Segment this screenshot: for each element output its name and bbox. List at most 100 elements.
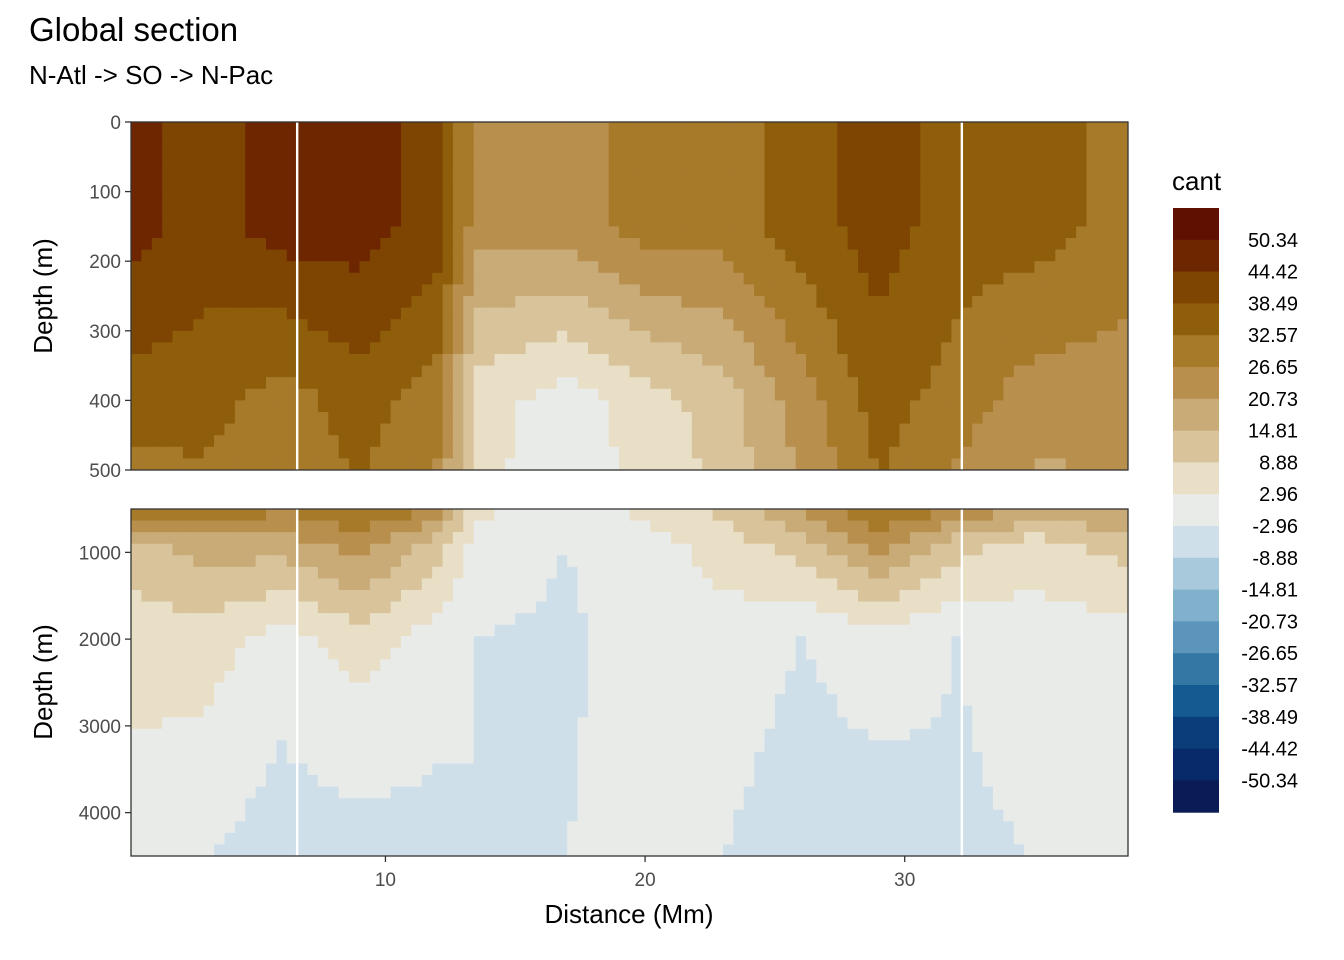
lower-cell: [723, 821, 734, 834]
lower-cell: [588, 659, 599, 672]
upper-cell: [930, 284, 942, 297]
upper-cell: [141, 435, 153, 448]
upper-cell: [816, 458, 828, 470]
lower-cell: [266, 543, 277, 556]
upper-cell: [463, 435, 475, 448]
upper-cell: [193, 261, 205, 274]
upper-cell: [193, 435, 205, 448]
lower-cell: [473, 775, 485, 788]
upper-cell: [307, 168, 319, 181]
upper-cell: [941, 435, 953, 448]
upper-cell: [1013, 156, 1025, 169]
upper-cell: [868, 284, 880, 297]
upper-cell: [1024, 214, 1036, 227]
upper-cell: [951, 238, 963, 251]
lower-cell: [660, 705, 672, 718]
upper-cell: [203, 423, 215, 436]
lower-cell: [484, 798, 496, 811]
lower-cell: [764, 624, 776, 637]
lower-cell: [660, 636, 672, 649]
lower-cell: [629, 590, 641, 603]
upper-cell: [401, 191, 412, 204]
lower-cell: [826, 566, 838, 579]
lower-cell: [608, 520, 620, 533]
upper-cell: [889, 284, 901, 297]
upper-cell: [1117, 133, 1128, 146]
lower-cell: [754, 705, 766, 718]
upper-cell: [889, 203, 901, 216]
lower-cell: [639, 670, 651, 684]
upper-cell: [1086, 122, 1098, 135]
lower-cell: [598, 694, 610, 707]
lower-cell: [847, 509, 859, 522]
lower-cell: [463, 659, 475, 672]
upper-cell: [432, 168, 444, 181]
lower-cell: [411, 775, 423, 788]
upper-cell: [961, 191, 973, 204]
upper-cell: [1034, 133, 1046, 146]
upper-cell: [141, 145, 153, 158]
upper-cell: [473, 354, 485, 367]
upper-cell: [193, 226, 205, 239]
lower-cell: [369, 705, 381, 718]
lower-cell: [774, 740, 786, 753]
upper-cell: [764, 238, 776, 251]
upper-cell: [982, 122, 994, 135]
upper-cell: [972, 168, 984, 181]
upper-cell: [681, 319, 693, 332]
upper-cell: [328, 180, 340, 193]
lower-cell: [266, 751, 277, 765]
upper-cell: [1065, 319, 1077, 332]
lower-cell: [266, 624, 277, 637]
lower-cell: [619, 705, 631, 718]
lower-cell: [639, 659, 651, 672]
upper-cell: [754, 226, 766, 239]
lower-cell: [182, 555, 194, 568]
lower-cell: [338, 682, 350, 695]
upper-cell: [390, 180, 402, 193]
upper-cell: [712, 365, 724, 378]
upper-cell: [1034, 400, 1046, 413]
lower-cell: [671, 532, 682, 545]
lower-cell: [754, 636, 766, 649]
upper-cell: [993, 446, 1004, 459]
upper-cell: [297, 284, 309, 297]
lower-cell: [723, 832, 734, 846]
upper-cell: [214, 446, 226, 459]
upper-cell: [951, 354, 963, 367]
upper-cell: [909, 238, 921, 251]
upper-cell: [588, 435, 599, 448]
upper-cell: [203, 133, 215, 146]
upper-cell: [868, 156, 880, 169]
lower-cell: [172, 682, 184, 695]
upper-cell: [151, 365, 163, 378]
lower-cell: [515, 624, 527, 637]
lower-cell: [536, 624, 547, 637]
lower-cell: [723, 798, 734, 811]
upper-cell: [899, 412, 911, 425]
lower-cell: [359, 821, 371, 834]
lower-cell: [588, 763, 599, 776]
lower-cell: [660, 832, 672, 846]
lower-cell: [681, 659, 693, 672]
lower-cell: [806, 590, 818, 603]
upper-cell: [795, 145, 807, 158]
lower-cell: [691, 751, 703, 765]
upper-cell: [234, 284, 246, 297]
lower-cell: [619, 740, 631, 753]
upper-cell: [909, 145, 921, 158]
upper-cell: [816, 133, 828, 146]
upper-cell: [297, 365, 309, 378]
lower-cell: [785, 798, 797, 811]
lower-cell: [390, 590, 402, 603]
upper-cell: [577, 446, 589, 459]
upper-cell: [203, 412, 215, 425]
lower-cell: [234, 717, 246, 730]
lower-cell: [151, 601, 163, 614]
upper-cell: [452, 412, 464, 425]
lower-cell: [806, 705, 818, 718]
lower-cell: [255, 613, 267, 626]
upper-cell: [629, 388, 641, 401]
lower-cell: [608, 821, 620, 834]
